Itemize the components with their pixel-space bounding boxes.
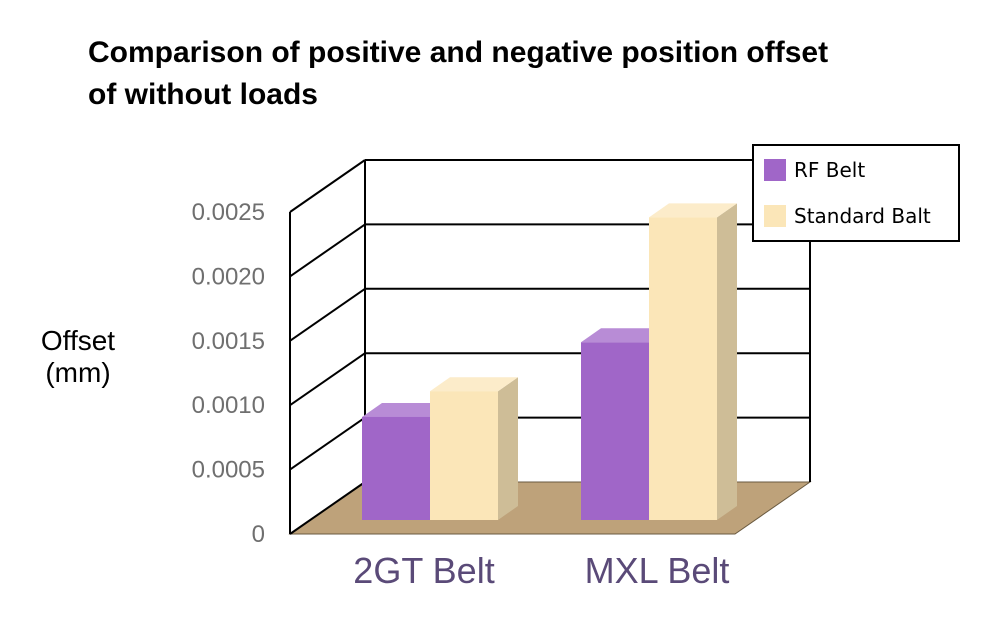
chart-title: Comparison of positive and negative posi…	[88, 36, 828, 111]
legend: RF Belt Standard Balt	[752, 144, 960, 242]
gridline-side-5	[289, 159, 366, 213]
gridline-side-0	[289, 481, 366, 535]
y-axis-label-line-2: (mm)	[45, 357, 110, 388]
bar-side-face	[717, 203, 737, 520]
gridline-side-3	[289, 287, 366, 342]
y-tick-label: 0.0025	[192, 199, 265, 226]
bar-standard-balt-mxl-belt	[649, 203, 737, 520]
bar-front-face	[362, 416, 430, 520]
y-tick-label: 0.0015	[192, 328, 265, 355]
bar-front-face	[581, 342, 649, 520]
bar-top-face	[362, 402, 450, 417]
bar-front-face	[430, 391, 498, 520]
gridline-side-4	[289, 223, 366, 278]
legend-swatch	[764, 205, 786, 227]
bar-top-face	[430, 377, 518, 392]
y-tick-label: 0.0005	[192, 457, 265, 484]
chart-title-line-2: of without loads	[88, 78, 318, 111]
gridline-side-2	[289, 352, 366, 407]
legend-box	[752, 144, 960, 242]
x-category-label: MXL Belt	[585, 550, 730, 591]
y-tick-label: 0	[252, 521, 265, 548]
legend-label: Standard Balt	[794, 204, 931, 228]
bar-top-face	[581, 328, 669, 343]
x-category-label: 2GT Belt	[353, 550, 494, 591]
legend-swatch	[764, 159, 786, 181]
bar-front-face	[649, 217, 717, 520]
y-tick-label: 0.0020	[192, 263, 265, 290]
legend-label: RF Belt	[794, 158, 865, 182]
y-tick-label: 0.0010	[192, 392, 265, 419]
gridline-side-1	[289, 416, 366, 471]
chart-title-line-1: Comparison of positive and negative posi…	[88, 36, 828, 69]
bar-top-face	[649, 203, 737, 218]
y-axis-label: Offset (mm)	[41, 325, 115, 388]
bar-side-face	[498, 377, 518, 520]
y-axis-label-line-1: Offset	[41, 325, 115, 356]
bar-standard-balt-2gt-belt	[430, 377, 518, 520]
